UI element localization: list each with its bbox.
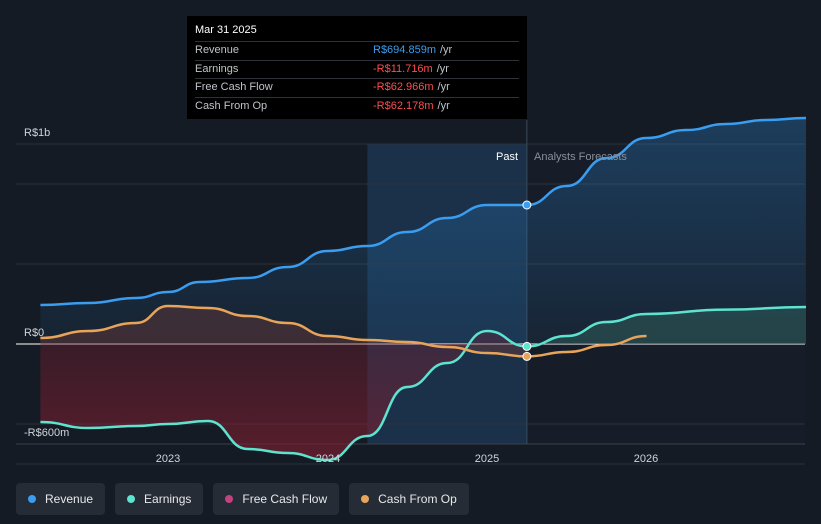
legend-item-revenue[interactable]: Revenue <box>16 483 106 515</box>
x-tick-2025: 2025 <box>475 453 499 465</box>
tooltip-row-revenue: Revenue R$694.859m /yr <box>195 41 519 60</box>
legend-dot-icon <box>361 495 370 503</box>
revenue-line <box>40 203 527 307</box>
tooltip-row-earnings: Earnings -R$11.716m /yr <box>195 59 519 79</box>
tooltip-unit: /yr <box>437 99 450 112</box>
revenue-forecast-line <box>526 116 807 207</box>
legend-dot-icon <box>225 495 234 503</box>
tooltip-row-cash-from-op: Cash From Op -R$62.178m /yr <box>195 96 519 116</box>
x-tick-2024: 2024 <box>316 453 340 465</box>
chart-canvas: R$1b R$0 -R$600m Past Analysts Forecasts… <box>16 116 807 465</box>
legend-item-earnings[interactable]: Earnings <box>115 483 204 515</box>
legend-item-cash-from-op[interactable]: Cash From Op <box>349 483 469 515</box>
earnings-area <box>40 331 527 460</box>
tooltip-unit: /yr <box>436 62 449 75</box>
chart-tooltip: Mar 31 2025 Revenue R$694.859m /yr Earni… <box>187 16 527 119</box>
cash-from-op-forecast-line <box>526 334 647 358</box>
legend-item-free-cash-flow[interactable]: Free Cash Flow <box>213 483 340 515</box>
tooltip-date: Mar 31 2025 <box>195 24 257 36</box>
cash-from-op-line <box>40 304 527 358</box>
legend-label: Cash From Op <box>378 492 457 506</box>
legend-label: Free Cash Flow <box>242 492 328 506</box>
legend-label: Revenue <box>45 492 94 506</box>
earnings-forecast-line <box>526 305 807 348</box>
tooltip-value: -R$11.716m <box>373 62 433 75</box>
earnings-forecast-area <box>526 307 806 347</box>
y-label-zero: R$0 <box>24 327 44 339</box>
tooltip-value: -R$62.966m <box>373 81 434 93</box>
forecast-label: Analysts Forecasts <box>534 151 627 163</box>
legend-label: Earnings <box>144 492 192 506</box>
y-label-top: R$1b <box>24 127 50 139</box>
revenue-marker <box>522 200 532 210</box>
earnings-line <box>40 329 527 462</box>
tooltip-unit: /yr <box>437 81 450 93</box>
earnings-marker <box>522 341 532 351</box>
cash-from-op-marker <box>522 351 532 361</box>
tooltip-label: Revenue <box>195 44 240 56</box>
chart-legend: Revenue Earnings Free Cash Flow Cash Fro… <box>16 483 469 515</box>
y-label-bottom: -R$600m <box>24 427 69 439</box>
tooltip-value: R$694.859m <box>373 44 436 56</box>
legend-dot-icon <box>127 495 136 503</box>
legend-dot-icon <box>28 495 36 503</box>
x-tick-2023: 2023 <box>156 453 180 465</box>
tooltip-row-free-cash-flow: Free Cash Flow -R$62.966m /yr <box>195 78 519 97</box>
revenue-area <box>40 118 806 344</box>
x-tick-2026: 2026 <box>634 453 658 465</box>
tooltip-value: -R$62.178m <box>373 99 434 112</box>
cash-from-op-area <box>40 306 527 357</box>
tooltip-unit: /yr <box>440 44 453 56</box>
tooltip-label: Free Cash Flow <box>195 81 273 93</box>
tooltip-label: Cash From Op <box>195 99 268 112</box>
past-label: Past <box>496 151 518 163</box>
tooltip-label: Earnings <box>195 62 239 75</box>
